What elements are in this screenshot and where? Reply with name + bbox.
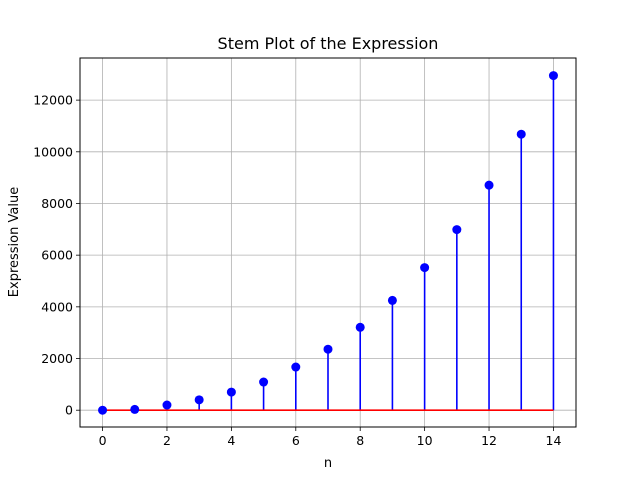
y-tick-label: 12000: [33, 93, 73, 108]
y-tick-label: 10000: [33, 144, 73, 159]
x-tick-label: 0: [99, 433, 107, 448]
y-axis-label: Expression Value: [7, 187, 22, 297]
stem-marker: [355, 322, 365, 332]
stem-marker: [226, 387, 236, 397]
x-tick-label: 14: [546, 433, 562, 448]
x-tick-label: 6: [292, 433, 300, 448]
stem-marker: [548, 71, 558, 81]
x-tick-label: 8: [356, 433, 364, 448]
y-tick-label: 2000: [41, 351, 73, 366]
x-tick-label: 10: [417, 433, 433, 448]
stem-marker: [484, 180, 494, 190]
chart-title: Stem Plot of the Expression: [218, 34, 439, 53]
markers: [98, 71, 558, 415]
stem-marker: [291, 362, 301, 372]
x-tick-label: 2: [163, 433, 171, 448]
y-tick-label: 8000: [41, 196, 73, 211]
stem-marker: [194, 395, 204, 405]
stem-marker: [516, 129, 526, 139]
x-axis-label: n: [324, 456, 332, 471]
stem-marker: [387, 295, 397, 305]
stem-marker: [420, 263, 430, 273]
stem-marker: [323, 344, 333, 354]
y-ticks: 0 2000 4000 6000 8000 10000 12000: [33, 93, 80, 418]
stem-marker: [259, 377, 269, 387]
y-tick-label: 0: [65, 403, 73, 418]
y-tick-label: 4000: [41, 299, 73, 314]
stem-marker: [452, 225, 462, 235]
grid: [80, 58, 576, 427]
x-ticks: 0 2 4 6 8 10 12 14: [99, 427, 562, 448]
y-tick-label: 6000: [41, 248, 73, 263]
x-tick-label: 12: [481, 433, 497, 448]
plot-area-frame: [79, 57, 577, 428]
x-tick-label: 4: [227, 433, 235, 448]
stems: [133, 75, 555, 411]
stem-marker: [162, 400, 172, 410]
stem-marker: [130, 404, 140, 414]
stem-marker: [98, 405, 108, 415]
